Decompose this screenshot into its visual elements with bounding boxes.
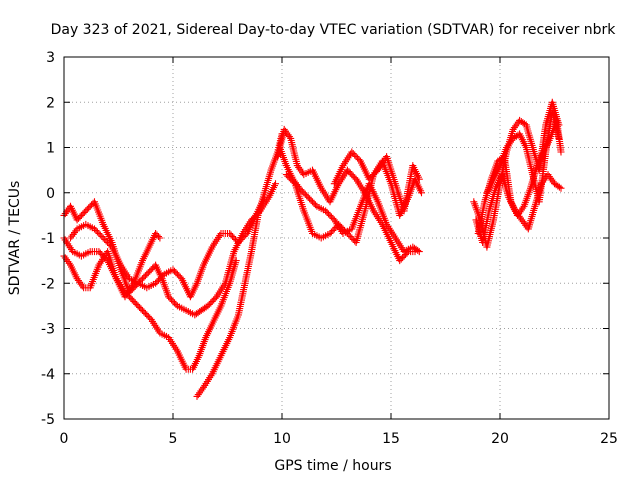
data-point-markers bbox=[282, 157, 425, 246]
data-point-markers bbox=[330, 148, 423, 215]
plot-frame bbox=[63, 56, 610, 420]
y-tick-label: -5 bbox=[41, 412, 55, 428]
y-tick-label: -1 bbox=[41, 231, 55, 247]
axis-ticks: 0 5 10 15 20 25 -5 -4 -3 -2 -1 0 1 2 3 bbox=[41, 50, 618, 447]
data-point-markers bbox=[67, 193, 269, 301]
data-series bbox=[60, 98, 565, 400]
x-tick-label: 5 bbox=[169, 431, 178, 447]
x-tick-label: 20 bbox=[491, 431, 509, 447]
series-trace-4 bbox=[67, 193, 269, 301]
data-point-markers bbox=[483, 107, 563, 206]
y-tick-label: 1 bbox=[46, 141, 55, 157]
series-trace-5 bbox=[193, 130, 286, 400]
series-trace-1 bbox=[60, 180, 279, 319]
grid bbox=[64, 57, 609, 419]
x-tick-label: 10 bbox=[273, 431, 291, 447]
y-tick-label: 2 bbox=[46, 95, 55, 111]
y-axis-label: SDTVAR / TECUs bbox=[7, 181, 23, 296]
chart-title: Day 323 of 2021, Sidereal Day-to-day VTE… bbox=[51, 22, 617, 38]
data-point-markers bbox=[193, 130, 286, 400]
data-point-markers bbox=[60, 180, 279, 319]
x-tick-label: 25 bbox=[600, 431, 618, 447]
series-trace-3 bbox=[60, 234, 240, 373]
y-tick-label: 0 bbox=[46, 186, 55, 202]
y-tick-label: -4 bbox=[41, 367, 55, 383]
y-tick-label: -2 bbox=[41, 276, 55, 292]
x-tick-label: 0 bbox=[60, 431, 69, 447]
series-trace-9 bbox=[330, 148, 423, 215]
series-trace-13 bbox=[483, 107, 563, 206]
y-tick-label: -3 bbox=[41, 322, 55, 338]
y-tick-label: 3 bbox=[46, 50, 55, 66]
x-tick-label: 15 bbox=[382, 431, 400, 447]
x-axis-label: GPS time / hours bbox=[274, 458, 391, 474]
data-point-markers bbox=[60, 234, 240, 373]
series-trace-8 bbox=[282, 157, 425, 246]
